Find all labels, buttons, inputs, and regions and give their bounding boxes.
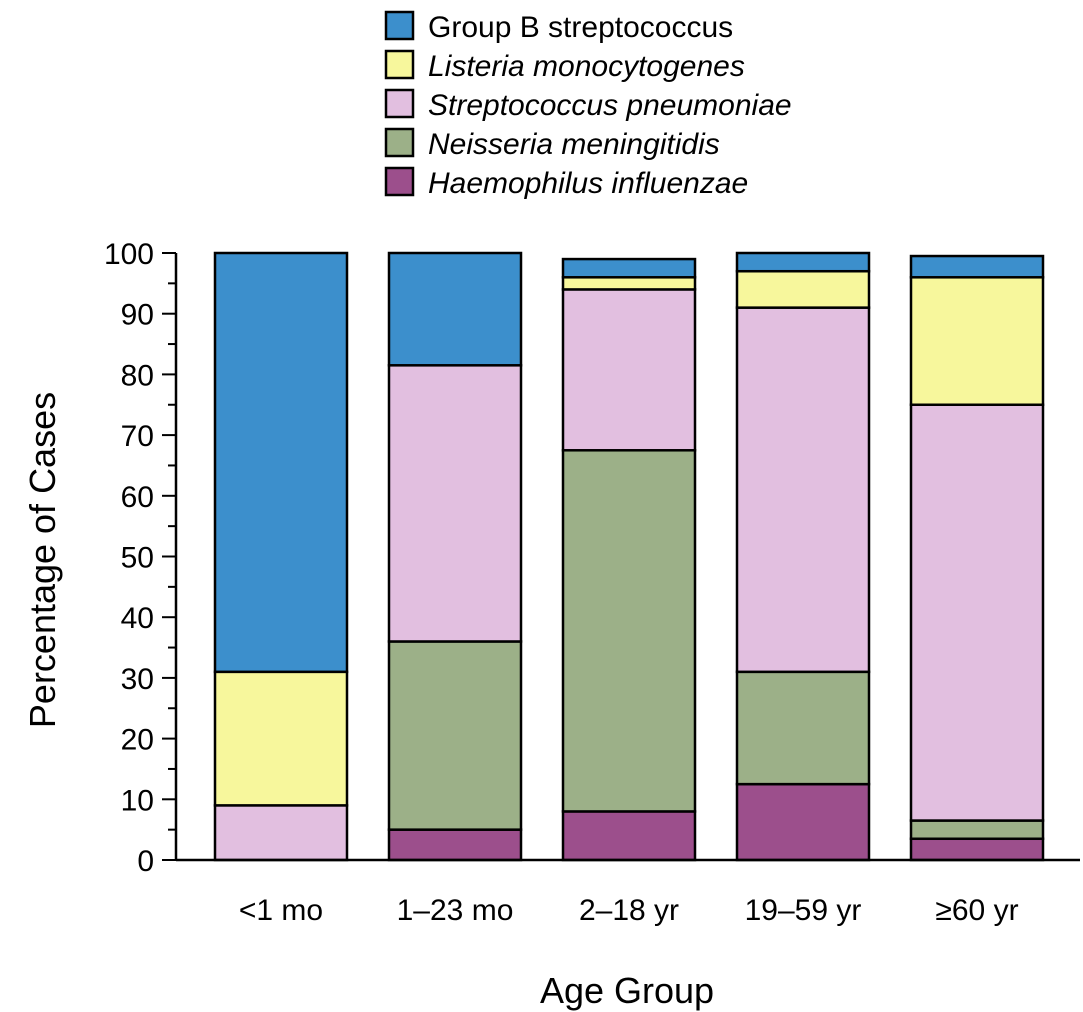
legend-swatch bbox=[384, 127, 415, 158]
y-tick-label: 80 bbox=[121, 359, 154, 392]
bar-segment bbox=[387, 364, 523, 643]
legend-item: Haemophilus influenzae bbox=[384, 166, 748, 200]
y-tick-label: 90 bbox=[121, 299, 154, 332]
bar-segment bbox=[561, 257, 697, 279]
legend-label: Haemophilus influenzae bbox=[428, 167, 748, 200]
bar-segment bbox=[213, 251, 349, 674]
x-tick-label: 1–23 mo bbox=[397, 894, 514, 927]
legend-label: Listeria monocytogenes bbox=[428, 50, 745, 83]
bar-segment bbox=[735, 269, 871, 309]
legend-item: Neisseria meningitidis bbox=[384, 127, 720, 161]
bar-segment bbox=[387, 251, 523, 367]
y-tick-label: 100 bbox=[104, 238, 154, 271]
legend-item: Listeria monocytogenes bbox=[384, 49, 745, 83]
bar-segment bbox=[909, 403, 1045, 822]
bar-segment bbox=[387, 828, 523, 862]
bar-segment bbox=[735, 251, 871, 273]
bar-segment bbox=[213, 804, 349, 862]
legend-swatch bbox=[384, 166, 415, 197]
y-tick-label: 0 bbox=[137, 845, 154, 878]
y-tick-label: 40 bbox=[121, 602, 154, 635]
x-tick-label: 2–18 yr bbox=[579, 894, 679, 927]
bar-segment bbox=[735, 306, 871, 674]
x-axis-title: Age Group bbox=[540, 970, 714, 1011]
legend-label: Neisseria meningitidis bbox=[428, 128, 720, 161]
bar-segment bbox=[561, 810, 697, 862]
bar-segment bbox=[213, 670, 349, 807]
bar-segment bbox=[387, 640, 523, 831]
axes: 0 10 20 30 40 50 60 70 80 90 100 <1 mo 1–23 mo 2–18 y… bbox=[104, 238, 1080, 927]
bar-segment bbox=[735, 782, 871, 862]
bar-segment bbox=[561, 288, 697, 452]
bar-segment bbox=[561, 276, 697, 291]
bar-segment bbox=[909, 837, 1045, 862]
bar-segment bbox=[909, 819, 1045, 841]
y-tick-label: 10 bbox=[121, 784, 154, 817]
y-tick-label: 30 bbox=[121, 663, 154, 696]
x-tick-label: ≥60 yr bbox=[935, 894, 1018, 927]
bar-segment bbox=[735, 670, 871, 786]
x-tick-label: <1 mo bbox=[239, 894, 323, 927]
y-tick-label: 60 bbox=[121, 481, 154, 514]
y-tick-label: 20 bbox=[121, 724, 154, 757]
bars bbox=[213, 251, 1045, 862]
bar-segment bbox=[561, 449, 697, 813]
legend-item: Streptococcus pneumoniae bbox=[384, 88, 792, 122]
legend-item: Group B streptococcus bbox=[384, 10, 733, 44]
legend-swatch bbox=[384, 10, 415, 41]
legend: Group B streptococcus Listeria monocytoge… bbox=[384, 10, 792, 200]
legend-label: Group B streptococcus bbox=[428, 11, 733, 44]
bar-segment bbox=[909, 254, 1045, 279]
bar-segment bbox=[909, 276, 1045, 406]
legend-label: Streptococcus pneumoniae bbox=[428, 89, 792, 122]
x-tick-label: 19–59 yr bbox=[745, 894, 862, 927]
legend-swatch bbox=[384, 88, 415, 119]
y-axis-title: Percentage of Cases bbox=[22, 392, 63, 728]
y-tick-label: 70 bbox=[121, 420, 154, 453]
legend-swatch bbox=[384, 49, 415, 80]
y-tick-label: 50 bbox=[121, 542, 154, 575]
